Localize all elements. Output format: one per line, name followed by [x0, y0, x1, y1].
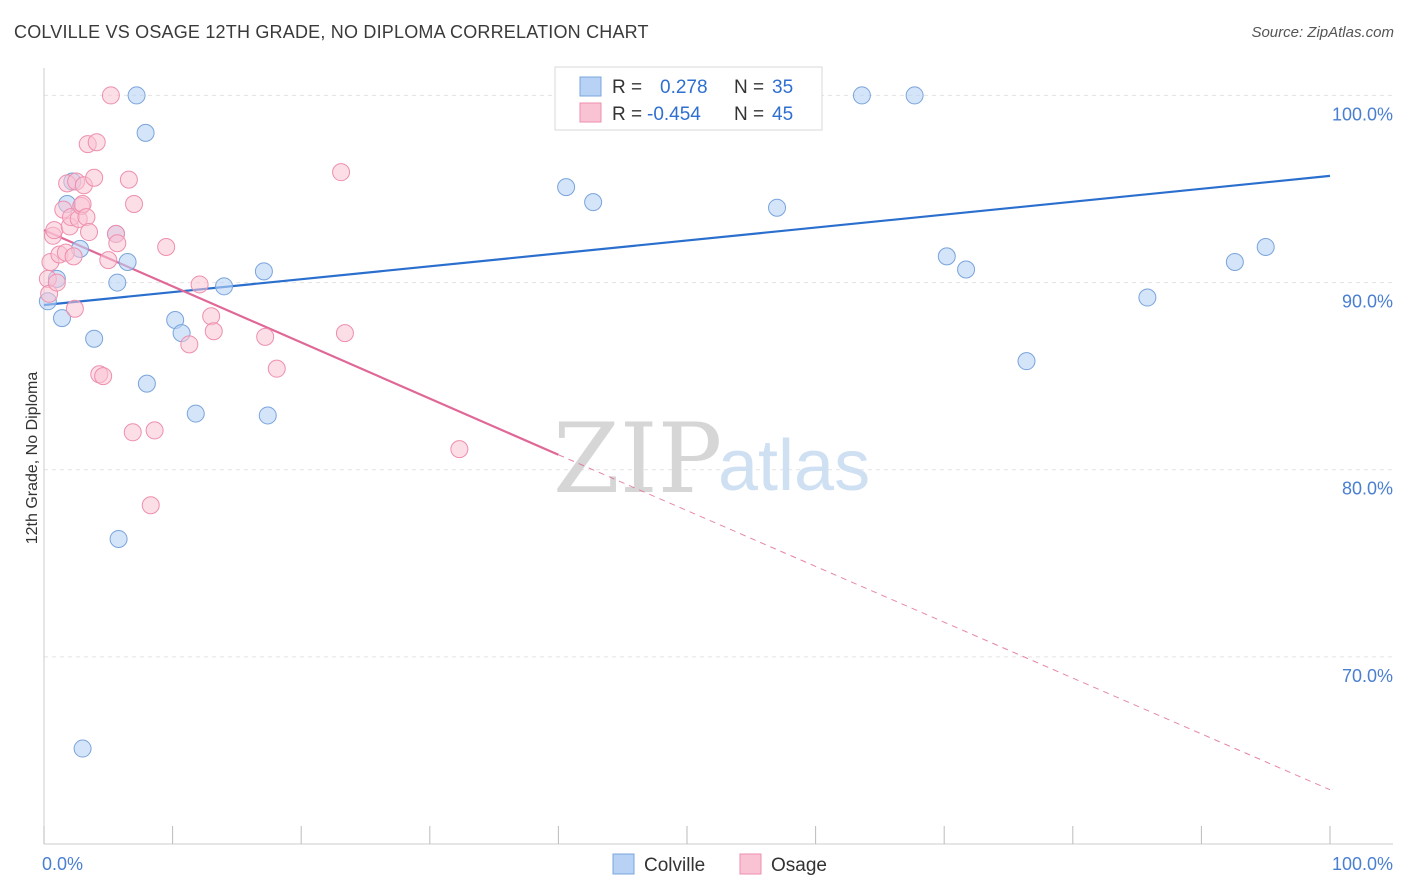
point-colville — [137, 374, 156, 393]
data-points — [38, 86, 1275, 758]
y-tick-label: 100.0% — [1332, 104, 1393, 124]
bottom-legend-swatch-colville — [612, 853, 635, 875]
x-tick-label: 0.0% — [42, 854, 83, 874]
watermark-zip: ZIP — [553, 403, 722, 515]
grid-lines — [44, 94, 1393, 658]
point-osage — [47, 273, 66, 292]
point-osage — [190, 275, 209, 294]
legend-swatch-colville — [579, 76, 602, 97]
point-osage — [77, 208, 96, 227]
point-osage — [65, 299, 84, 318]
point-colville — [118, 252, 137, 271]
point-osage — [202, 307, 221, 326]
point-osage — [145, 421, 164, 440]
point-colville — [557, 178, 576, 197]
legend-swatch-osage — [579, 102, 602, 123]
point-osage — [204, 322, 223, 341]
bottom-legend: Colville Osage — [612, 853, 827, 876]
point-osage — [101, 86, 120, 105]
point-colville — [1225, 252, 1244, 271]
point-osage — [332, 163, 351, 182]
point-colville — [254, 262, 273, 281]
point-osage — [80, 223, 99, 242]
point-colville — [108, 273, 127, 292]
point-colville — [937, 247, 956, 266]
legend-r-label-osage: R = — [612, 104, 642, 125]
point-osage — [141, 496, 160, 515]
point-colville — [53, 309, 72, 328]
legend-n-value-colville: 35 — [772, 77, 793, 98]
point-osage — [94, 367, 113, 386]
point-colville — [1138, 288, 1157, 307]
point-colville — [584, 193, 603, 212]
point-osage — [64, 247, 83, 266]
point-osage — [335, 324, 354, 343]
legend-r-label-colville: R = — [612, 77, 642, 98]
axes — [43, 68, 1393, 845]
point-osage — [180, 335, 199, 354]
point-osage — [157, 238, 176, 257]
point-osage — [125, 194, 144, 213]
legend-box: R = 0.278 N = 35 R = -0.454 N = 45 — [554, 66, 823, 131]
point-osage — [119, 170, 138, 189]
point-osage — [108, 234, 127, 253]
point-osage — [99, 251, 118, 270]
point-colville — [136, 123, 155, 142]
point-colville — [905, 86, 924, 105]
point-osage — [45, 221, 64, 240]
watermark-atlas: atlas — [718, 426, 870, 506]
x-tick-label: 100.0% — [1332, 854, 1393, 874]
y-axis-title: 12th Grade, No Diploma — [24, 372, 41, 545]
point-colville — [852, 86, 871, 105]
tick-labels: 100.0% 90.0% 80.0% 70.0% 0.0% 100.0% — [42, 104, 1393, 874]
point-colville — [215, 277, 234, 296]
trend-line-osage-extrapolated — [558, 454, 1331, 791]
chart-title: COLVILLE VS OSAGE 12TH GRADE, NO DIPLOMA… — [14, 22, 649, 42]
chart-source: Source: ZipAtlas.com — [1251, 24, 1394, 41]
point-colville — [73, 739, 92, 758]
legend-n-label-osage: N = — [734, 104, 764, 125]
bottom-legend-label-osage: Osage — [771, 855, 827, 876]
point-osage — [267, 359, 286, 378]
y-tick-label: 70.0% — [1342, 666, 1393, 686]
point-colville — [85, 329, 104, 348]
y-tick-label: 80.0% — [1342, 479, 1393, 499]
point-colville — [957, 260, 976, 279]
point-colville — [1256, 238, 1275, 257]
point-colville — [258, 406, 277, 425]
point-osage — [256, 327, 275, 346]
point-colville — [186, 404, 205, 423]
legend-n-label-colville: N = — [734, 77, 764, 98]
legend-r-value-colville: 0.278 — [660, 77, 708, 98]
point-colville — [768, 198, 787, 217]
y-tick-label: 90.0% — [1342, 292, 1393, 312]
point-colville — [109, 529, 128, 548]
point-osage — [450, 440, 469, 459]
trend-line-colville — [43, 174, 1331, 307]
point-osage — [87, 133, 106, 152]
point-osage — [123, 423, 142, 442]
bottom-legend-swatch-osage — [739, 853, 762, 875]
bottom-legend-label-colville: Colville — [644, 855, 705, 876]
watermark: ZIP atlas — [553, 403, 870, 515]
point-colville — [1017, 352, 1036, 371]
legend-r-value-osage: -0.454 — [647, 104, 701, 125]
point-osage — [85, 168, 104, 187]
point-colville — [127, 86, 146, 105]
legend-n-value-osage: 45 — [772, 104, 793, 125]
